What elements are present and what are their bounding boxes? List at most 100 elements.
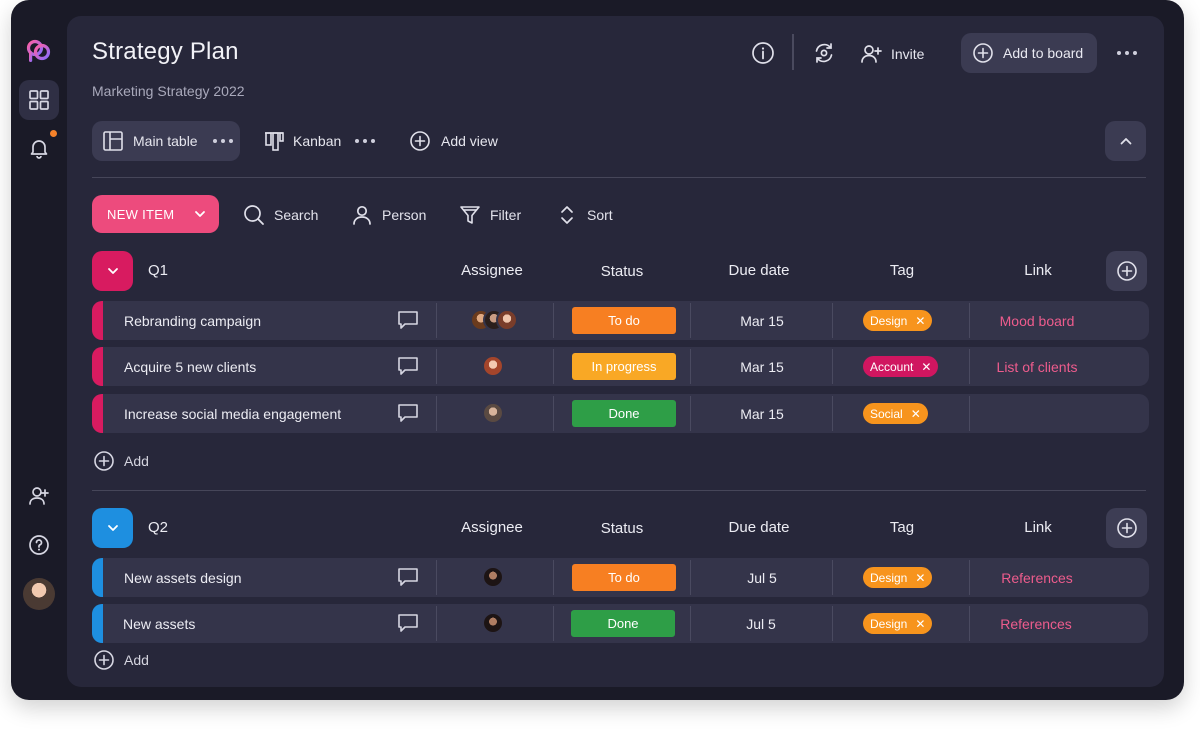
person-label: Person	[382, 207, 427, 223]
collapse-button[interactable]	[1105, 121, 1146, 161]
column-header-assignee[interactable]: Assignee	[461, 262, 523, 279]
remove-tag-icon[interactable]: ✕	[915, 313, 926, 328]
remove-tag-icon[interactable]: ✕	[915, 570, 926, 585]
tab-main-table[interactable]: Main table	[92, 121, 240, 161]
group-divider	[92, 490, 1146, 491]
group-title: Q1	[148, 262, 169, 279]
item-name[interactable]: Acquire 5 new clients	[124, 359, 257, 375]
user-avatar[interactable]	[23, 578, 55, 610]
due-date[interactable]: Mar 15	[740, 406, 784, 422]
column-header-status[interactable]: Status	[600, 520, 644, 537]
remove-tag-icon[interactable]: ✕	[921, 359, 932, 374]
status-badge[interactable]: Done	[571, 610, 675, 637]
cell-divider	[969, 396, 970, 431]
more-dot-icon	[228, 139, 233, 143]
table-row[interactable]: Increase social media engagement Done Ma…	[92, 394, 1149, 433]
remove-tag-icon[interactable]: ✕	[910, 406, 921, 421]
rail-boards[interactable]	[19, 80, 59, 120]
item-link[interactable]: References	[1000, 616, 1072, 632]
column-header-assignee[interactable]: Assignee	[461, 519, 523, 536]
new-item-button[interactable]: NEW ITEM	[92, 195, 219, 233]
row-group-color	[92, 604, 109, 643]
search-button[interactable]: Search	[243, 204, 318, 226]
due-date[interactable]: Mar 15	[740, 313, 784, 329]
row-group-color	[92, 347, 109, 386]
sync-button[interactable]	[812, 41, 836, 65]
assignee-avatars[interactable]	[482, 402, 504, 424]
tag-chip[interactable]: Social ✕	[863, 403, 928, 424]
comment-icon[interactable]	[397, 309, 419, 331]
add-item-button[interactable]: Add	[93, 450, 149, 472]
item-name[interactable]: Rebranding campaign	[124, 313, 261, 329]
section-divider	[92, 177, 1146, 178]
person-filter-button[interactable]: Person	[351, 204, 426, 226]
comment-icon[interactable]	[397, 355, 419, 377]
item-name[interactable]: New assets	[123, 616, 196, 632]
add-column-button[interactable]	[1106, 508, 1147, 548]
due-date[interactable]: Jul 5	[747, 570, 777, 586]
group-toggle-q1[interactable]	[92, 251, 133, 291]
remove-tag-icon[interactable]: ✕	[915, 616, 926, 631]
item-link[interactable]: Mood board	[999, 313, 1075, 329]
more-options-button[interactable]	[1117, 51, 1137, 55]
assignee-avatars[interactable]	[482, 566, 504, 588]
assignee-avatars[interactable]	[482, 355, 504, 377]
tab-kanban[interactable]: Kanban	[263, 121, 376, 161]
page-title: Strategy Plan	[92, 38, 239, 65]
column-header-due-date[interactable]: Due date	[728, 519, 790, 536]
chevron-down-icon	[107, 525, 118, 531]
comment-icon[interactable]	[397, 402, 419, 424]
sync-icon	[815, 43, 833, 63]
comment-icon[interactable]	[397, 566, 419, 588]
column-header-status[interactable]: Status	[600, 263, 644, 280]
app-logo[interactable]	[19, 32, 59, 72]
assignee-avatars[interactable]	[470, 309, 518, 331]
add-column-button[interactable]	[1106, 251, 1147, 291]
tag-chip[interactable]: Account ✕	[863, 356, 939, 377]
add-to-board-button[interactable]: Add to board	[961, 33, 1097, 73]
rail-notifications[interactable]	[19, 128, 59, 168]
tab-label: Kanban	[293, 133, 342, 149]
cell-divider	[832, 606, 833, 641]
status-badge[interactable]: To do	[572, 564, 676, 591]
table-row[interactable]: New assets design To do Jul 5 Design ✕ Re…	[92, 558, 1149, 597]
status-badge[interactable]: To do	[572, 307, 676, 334]
tab-more-button[interactable]	[355, 139, 376, 143]
rail-add-user[interactable]	[19, 476, 59, 516]
info-button[interactable]	[751, 41, 775, 65]
group-toggle-q2[interactable]	[92, 508, 133, 548]
column-header-tag[interactable]: Tag	[889, 519, 915, 536]
table-row[interactable]: Acquire 5 new clients In progress Mar 15…	[92, 347, 1149, 386]
table-row[interactable]: Rebranding campaign To do Mar 15 Design ✕…	[92, 301, 1149, 340]
column-header-tag[interactable]: Tag	[889, 262, 915, 279]
header-divider	[792, 34, 794, 70]
item-link[interactable]: References	[1001, 570, 1073, 586]
table-row[interactable]: New assets Done Jul 5 Design ✕ References	[92, 604, 1148, 643]
column-header-due-date[interactable]: Due date	[728, 262, 790, 279]
tag-chip[interactable]: Design ✕	[863, 567, 933, 588]
assignee-avatars[interactable]	[482, 612, 504, 634]
cell-divider	[436, 396, 437, 431]
cell-divider	[436, 349, 437, 384]
rail-help[interactable]	[19, 525, 59, 565]
invite-button[interactable]: Invite	[859, 42, 924, 66]
status-badge[interactable]: Done	[572, 400, 676, 427]
sort-button[interactable]: Sort	[556, 204, 613, 226]
item-link[interactable]: List of clients	[996, 359, 1078, 375]
due-date[interactable]: Jul 5	[746, 616, 776, 632]
more-dot-icon	[371, 139, 376, 143]
add-view-button[interactable]: Add view	[409, 121, 498, 161]
item-name[interactable]: Increase social media engagement	[124, 406, 342, 422]
comment-icon[interactable]	[397, 612, 419, 634]
cell-divider	[690, 396, 691, 431]
status-badge[interactable]: In progress	[572, 353, 676, 380]
tab-more-button[interactable]	[212, 139, 233, 143]
due-date[interactable]: Mar 15	[740, 359, 784, 375]
item-name[interactable]: New assets design	[124, 570, 242, 586]
column-header-link[interactable]: Link	[1024, 262, 1052, 279]
add-item-button[interactable]: Add	[93, 649, 149, 671]
tag-chip[interactable]: Design ✕	[863, 613, 933, 634]
filter-button[interactable]: Filter	[459, 204, 521, 226]
column-header-link[interactable]: Link	[1024, 519, 1052, 536]
tag-chip[interactable]: Design ✕	[863, 310, 933, 331]
